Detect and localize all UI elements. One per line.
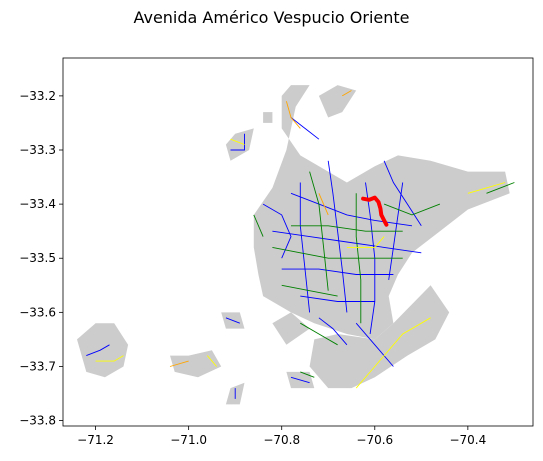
network-line-green [300, 322, 338, 346]
area-polygon [77, 323, 129, 378]
y-axis-ticks: −33.2 −33.3 −33.4 −33.5 −33.6 −33.7 −33.8 [19, 89, 63, 428]
network-line-blue [327, 160, 348, 313]
map-title: Avenida Américo Vespucio Oriente [133, 8, 410, 27]
areas-layer [77, 85, 510, 405]
y-tick-label: −33.7 [19, 359, 56, 373]
network-line-blue [262, 203, 292, 259]
network-line-blue [272, 230, 422, 254]
network-layer [86, 90, 515, 399]
y-tick-label: −33.4 [19, 197, 56, 211]
network-line-blue [290, 376, 310, 384]
network-line-yellow [230, 138, 245, 146]
y-tick-label: −33.3 [19, 143, 56, 157]
highlight-layer [361, 195, 389, 227]
network-line-yellow [467, 182, 506, 194]
plot-frame [62, 57, 534, 427]
network-line-green [355, 193, 362, 324]
y-tick-label: −33.2 [19, 89, 56, 103]
network-line-orange [169, 360, 189, 367]
network-line-blue [383, 160, 422, 227]
network-line-blue [290, 117, 320, 140]
network-line-blue [230, 133, 245, 151]
area-polygon [263, 112, 273, 123]
y-tick-label: −33.6 [19, 305, 56, 319]
network-line-yellow [346, 236, 385, 248]
y-tick-label: −33.8 [19, 414, 56, 428]
network-line-blue [299, 182, 311, 313]
x-tick-label: −70.6 [356, 433, 393, 447]
network-line-green [309, 171, 329, 291]
x-tick-label: −70.8 [263, 433, 300, 447]
y-tick-label: −33.5 [19, 251, 56, 265]
network-line-green [253, 214, 264, 237]
x-axis-ticks: −71.2 −71.0 −70.8 −70.6 −70.4 [77, 426, 486, 447]
highlight-route [361, 195, 389, 227]
network-line-green [383, 203, 441, 216]
network-line-green [281, 284, 338, 297]
x-tick-label: −71.2 [77, 433, 114, 447]
network-line-green [486, 182, 515, 194]
network-line-blue [318, 317, 348, 346]
area-polygon [225, 128, 254, 161]
x-tick-label: −71.0 [170, 433, 207, 447]
network-line-green [272, 246, 403, 259]
network-line-blue [355, 322, 394, 367]
x-tick-label: −70.4 [449, 433, 486, 447]
network-line-orange [318, 193, 329, 216]
network-line-orange [341, 90, 352, 97]
network-line-green [300, 371, 315, 378]
area-polygon [309, 285, 450, 389]
network-line-blue [225, 317, 240, 324]
network-line-yellow [95, 355, 124, 362]
area-polygon [272, 312, 310, 345]
network-line-blue [86, 344, 110, 357]
network-line-green [291, 225, 403, 232]
network-line-blue [300, 295, 375, 302]
network-line-orange [285, 101, 301, 129]
area-polygon [318, 85, 357, 118]
area-polygon [170, 350, 222, 378]
network-line-yellow [355, 317, 431, 389]
network-line-yellow [206, 355, 217, 367]
